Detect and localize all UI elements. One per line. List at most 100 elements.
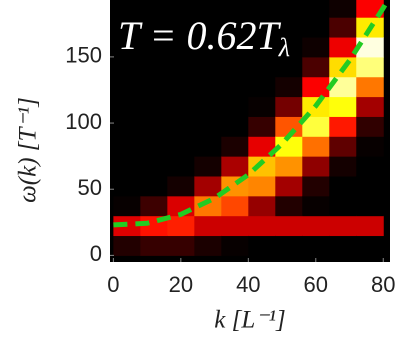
heatmap-cell bbox=[194, 76, 222, 98]
heatmap-cell bbox=[194, 136, 222, 157]
y-axis-label: ω(k) [T⁻¹] bbox=[15, 97, 42, 203]
heatmap-cell bbox=[221, 235, 249, 256]
heatmap-cell bbox=[329, 235, 357, 256]
heatmap-cell bbox=[275, 175, 303, 197]
heatmap-cell bbox=[113, 17, 141, 38]
heatmap-cell bbox=[248, 175, 276, 197]
heatmap-cell bbox=[167, 156, 195, 177]
heatmap-cell bbox=[356, 175, 384, 197]
heatmap-cell bbox=[329, 136, 357, 157]
heatmap-cell bbox=[140, 156, 168, 177]
heatmap-cell bbox=[356, 136, 384, 157]
heatmap-cell bbox=[302, 235, 330, 256]
x-tick-label: 80 bbox=[371, 272, 395, 297]
heatmap-cell bbox=[167, 116, 195, 137]
heatmap-cell bbox=[140, 0, 168, 18]
heatmap-cell bbox=[167, 136, 195, 157]
heatmap-cell bbox=[221, 195, 249, 217]
heatmap-cell bbox=[194, 116, 222, 137]
heatmap-cell bbox=[275, 76, 303, 98]
heatmap-cell bbox=[302, 136, 330, 157]
x-axis-label: k [L⁻¹] bbox=[214, 307, 285, 334]
heatmap-cell bbox=[194, 37, 222, 58]
annotation: T = 0.62Tλ bbox=[118, 13, 290, 62]
heatmap-cell bbox=[275, 235, 303, 256]
heatmap-cell bbox=[194, 235, 222, 256]
heatmap-cell bbox=[221, 116, 249, 137]
heatmap-cell bbox=[194, 215, 222, 237]
heatmap-cell bbox=[140, 37, 168, 58]
heatmap-cell bbox=[221, 215, 249, 237]
y-tick-label: 100 bbox=[65, 109, 102, 134]
heatmap-cell bbox=[221, 136, 249, 157]
heatmap-cell bbox=[329, 156, 357, 177]
heatmap-cell bbox=[167, 37, 195, 58]
heatmap-cell bbox=[329, 17, 357, 38]
heatmap-cell bbox=[221, 156, 249, 177]
heatmap-cell bbox=[356, 195, 384, 217]
heatmap-cell bbox=[140, 116, 168, 137]
heatmap-cell bbox=[194, 96, 222, 117]
x-tick-label: 0 bbox=[107, 272, 119, 297]
heatmap-cell bbox=[194, 175, 222, 197]
heatmap-cell bbox=[356, 96, 384, 117]
heatmap-cell bbox=[248, 0, 276, 18]
heatmap-cell bbox=[167, 175, 195, 197]
heatmap-cell bbox=[356, 76, 384, 98]
y-tick-label: 0 bbox=[90, 241, 102, 266]
heatmap-cell bbox=[194, 156, 222, 177]
heatmap-cell bbox=[248, 235, 276, 256]
heatmap-cell bbox=[221, 0, 249, 18]
heatmap-cell bbox=[140, 136, 168, 157]
heatmap-cell bbox=[140, 175, 168, 197]
heatmap-cell bbox=[302, 37, 330, 58]
heatmap-cell bbox=[275, 215, 303, 237]
heatmap-cell bbox=[221, 37, 249, 58]
heatmap-cell bbox=[113, 235, 141, 256]
heatmap-cell bbox=[194, 195, 222, 217]
heatmap-cell bbox=[302, 17, 330, 38]
heatmap-cell bbox=[113, 136, 141, 157]
y-tick-label: 50 bbox=[78, 175, 102, 200]
heatmap-cell bbox=[113, 0, 141, 18]
heatmap-cell bbox=[167, 17, 195, 38]
heatmap-cell bbox=[356, 37, 384, 58]
heatmap-cell bbox=[329, 0, 357, 18]
heatmap-cell bbox=[275, 156, 303, 177]
heatmap-cell bbox=[329, 96, 357, 117]
heatmap-cell bbox=[113, 56, 141, 78]
heatmap-cell bbox=[356, 116, 384, 137]
heatmap-cell bbox=[248, 96, 276, 117]
heatmap-cell bbox=[275, 195, 303, 217]
heatmap-cell bbox=[302, 156, 330, 177]
heatmap-cell bbox=[194, 0, 222, 18]
heatmap-cell bbox=[275, 136, 303, 157]
heatmap-cell bbox=[356, 215, 384, 237]
x-tick-label: 20 bbox=[169, 272, 193, 297]
heatmap-cell bbox=[329, 116, 357, 137]
heatmap-cell bbox=[248, 37, 276, 58]
heatmap-cell bbox=[302, 56, 330, 78]
heatmap-cell bbox=[113, 156, 141, 177]
heatmap-cell bbox=[140, 195, 168, 217]
heatmap-cell bbox=[275, 17, 303, 38]
heatmap-cell bbox=[113, 96, 141, 117]
heatmap-cell bbox=[194, 17, 222, 38]
heatmap-cell bbox=[140, 76, 168, 98]
heatmap-cell bbox=[221, 56, 249, 78]
heatmap-cell bbox=[140, 17, 168, 38]
heatmap-cell bbox=[221, 76, 249, 98]
heatmap-cell bbox=[275, 37, 303, 58]
heatmap-cell bbox=[167, 56, 195, 78]
heatmap-cell bbox=[275, 56, 303, 78]
heatmap-cell bbox=[248, 195, 276, 217]
heatmap-cell bbox=[275, 96, 303, 117]
heatmap-cell bbox=[113, 175, 141, 197]
heatmap-cell bbox=[167, 215, 195, 237]
heatmap-cell bbox=[248, 17, 276, 38]
heatmap-cell bbox=[113, 76, 141, 98]
heatmap-cell bbox=[302, 116, 330, 137]
annotation-sub: λ bbox=[278, 33, 290, 62]
heatmap-cell bbox=[167, 76, 195, 98]
